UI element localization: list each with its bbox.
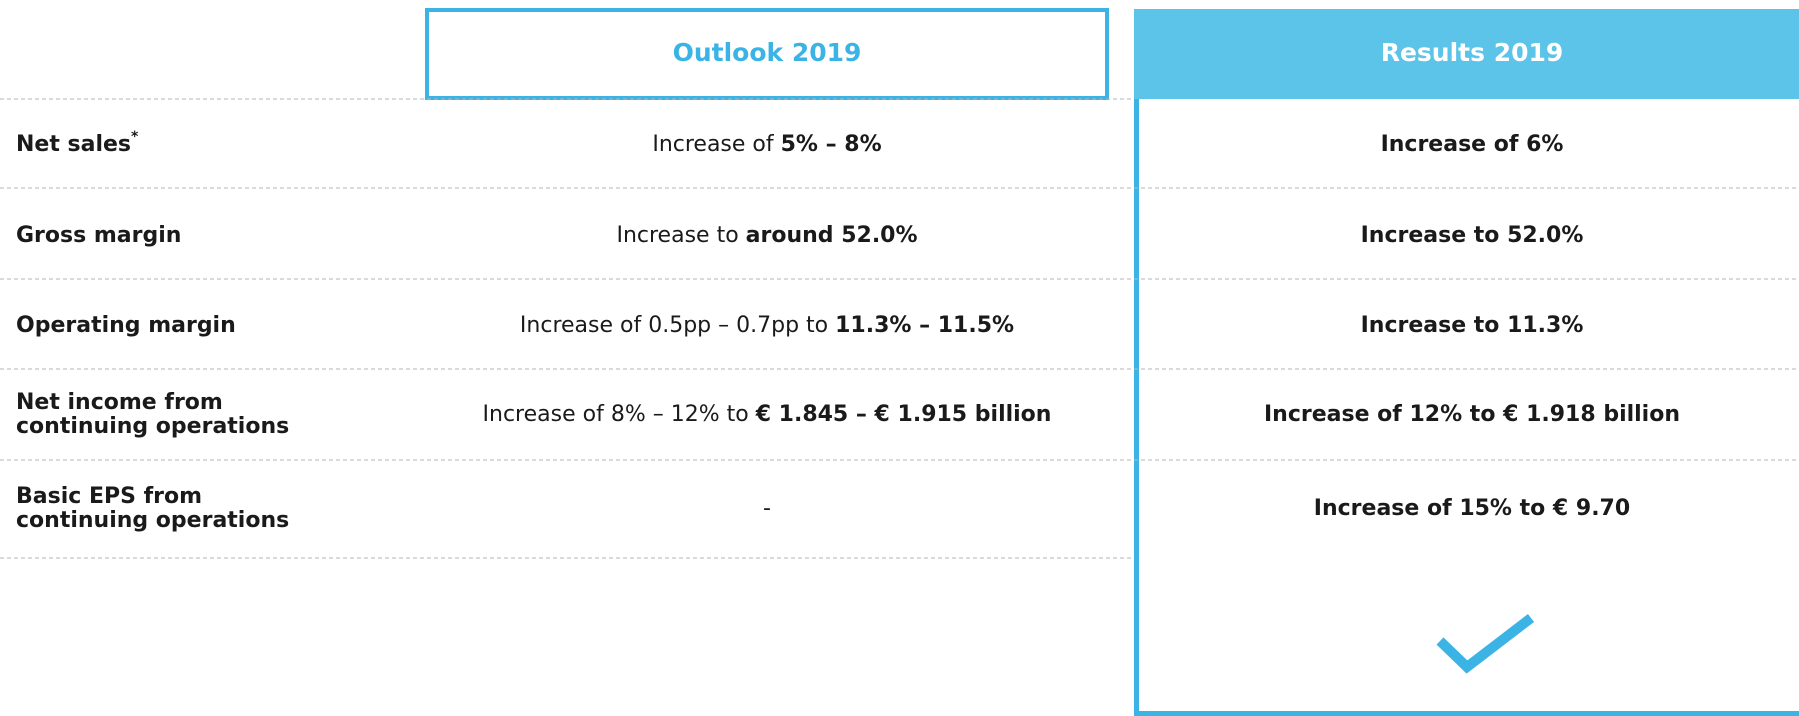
outlook-value: - bbox=[763, 496, 771, 521]
outlook-segment: 11.3% – 11.5% bbox=[835, 313, 1014, 338]
outlook-segment: Increase of 8% – 12% to bbox=[483, 402, 756, 427]
result-value: Increase of 12% to € 1.918 billion bbox=[1264, 402, 1680, 427]
row-label: Net sales* bbox=[16, 129, 139, 157]
outlook-header-box bbox=[425, 8, 1109, 100]
row-label: Operating margin bbox=[16, 313, 236, 338]
row-label: Gross margin bbox=[16, 223, 181, 248]
outlook-value: Increase of 5% – 8% bbox=[652, 132, 881, 157]
label-footnote-mark: * bbox=[131, 129, 139, 145]
outlook-value: Increase of 8% – 12% to € 1.845 – € 1.91… bbox=[483, 402, 1052, 427]
result-value: Increase to 52.0% bbox=[1361, 223, 1584, 248]
outlook-segment: Increase of 0.5pp – 0.7pp to bbox=[520, 313, 835, 338]
row-label: Basic EPS from bbox=[16, 484, 202, 509]
checkmark bbox=[1436, 614, 1535, 674]
results-header: Results 2019 bbox=[1381, 38, 1564, 67]
outlook-segment: - bbox=[763, 496, 771, 521]
outlook-segment: 5% – 8% bbox=[781, 132, 882, 157]
result-value: Increase of 6% bbox=[1381, 132, 1564, 157]
results-frame bbox=[1134, 99, 1799, 716]
result-value: Increase to 11.3% bbox=[1361, 313, 1584, 338]
row-label: continuing operations bbox=[16, 508, 289, 533]
results-header-fill bbox=[1134, 9, 1799, 99]
row-label: continuing operations bbox=[16, 414, 289, 439]
outlook-header: Outlook 2019 bbox=[673, 38, 862, 67]
outlook-segment: Increase to bbox=[616, 223, 745, 248]
outlook-value: Increase of 0.5pp – 0.7pp to 11.3% – 11.… bbox=[520, 313, 1014, 338]
outlook-segment: Increase of bbox=[652, 132, 780, 157]
result-value: Increase of 15% to € 9.70 bbox=[1314, 496, 1630, 521]
outlook-segment: around 52.0% bbox=[746, 223, 918, 248]
outlook-segment: € 1.845 – € 1.915 billion bbox=[755, 402, 1052, 427]
outlook-value: Increase to around 52.0% bbox=[616, 223, 917, 248]
row-label: Net income from bbox=[16, 390, 223, 415]
